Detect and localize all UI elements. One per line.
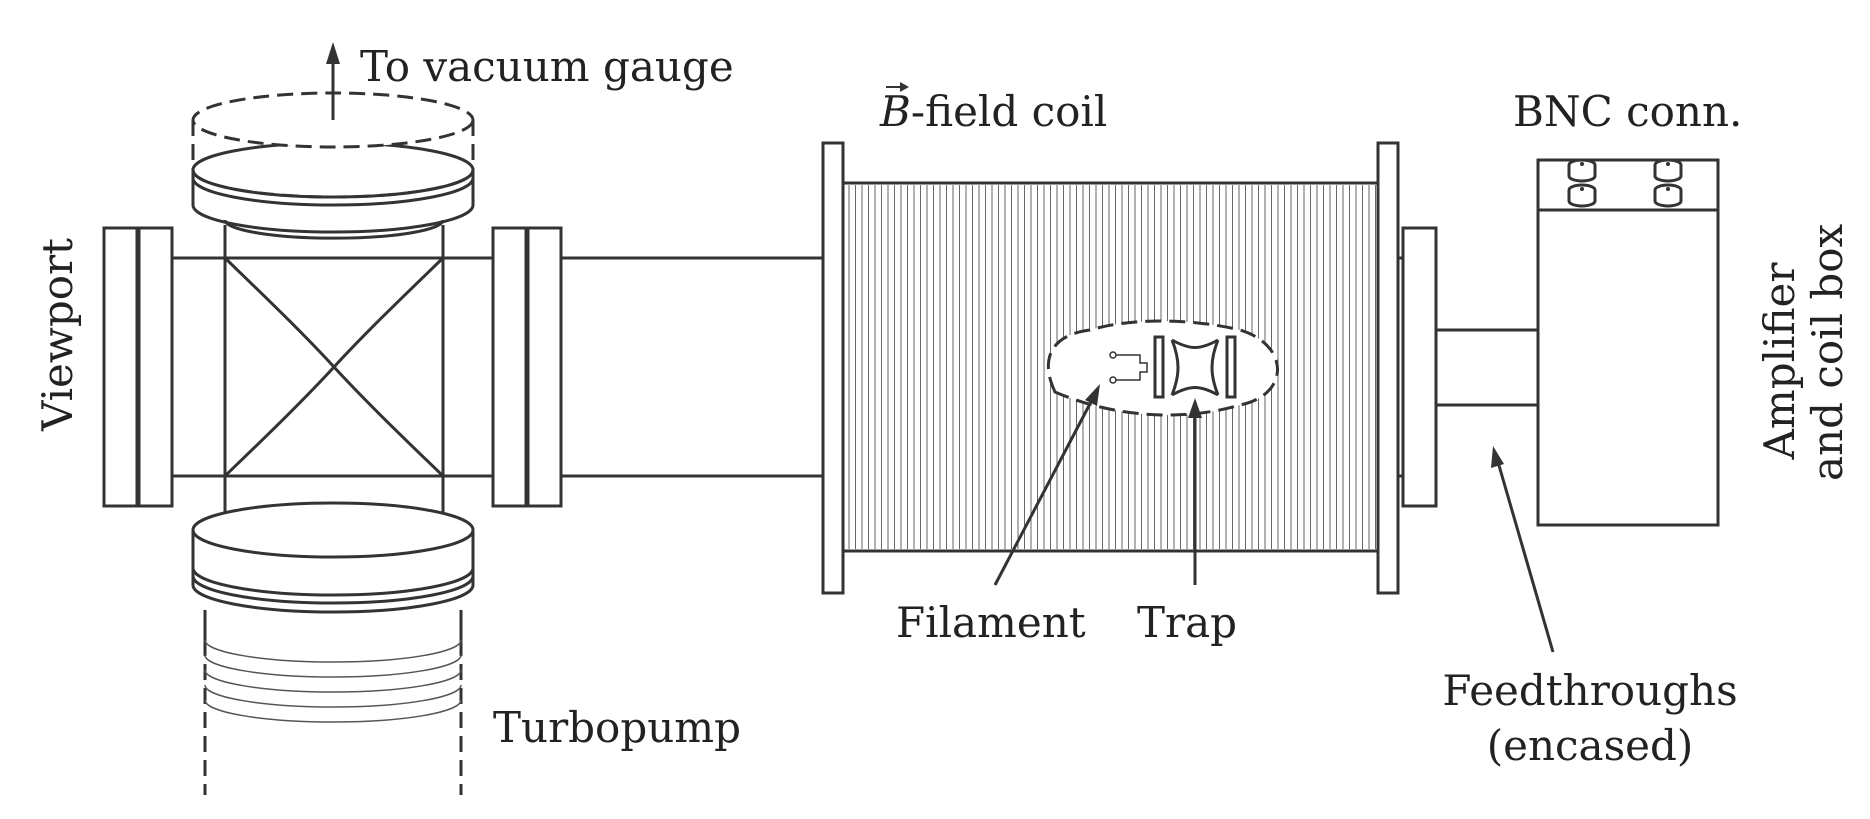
amplifier-box xyxy=(1536,158,1720,527)
filament-wire xyxy=(1109,351,1148,384)
viewport-label: Viewport xyxy=(33,238,82,431)
bnc-connector xyxy=(1653,183,1683,208)
bnc-connector xyxy=(1567,183,1597,208)
trap-cutaway xyxy=(1046,319,1279,417)
bnc-connector xyxy=(1567,158,1597,183)
turbopump-label: Turbopump xyxy=(493,703,741,752)
filament-label: Filament xyxy=(896,598,1086,647)
viewport-flanges xyxy=(102,226,174,508)
amplifier-sublabel: and coil box xyxy=(1803,223,1852,481)
vacuum-gauge-arrow xyxy=(326,42,340,120)
bnc-label: BNC conn. xyxy=(1513,87,1743,136)
vacuum-gauge-label: To vacuum gauge xyxy=(360,42,734,91)
bnc-connector xyxy=(1653,158,1683,183)
feedthrough-tube xyxy=(1436,328,1538,407)
filament-arrow xyxy=(993,384,1100,586)
bottom-flange xyxy=(191,501,475,614)
bfield-text: -field coil xyxy=(910,87,1108,136)
six-way-cross xyxy=(170,225,500,520)
amplifier-label: Amplifier xyxy=(1755,262,1804,460)
bfield-symbol: B xyxy=(880,87,911,136)
bfield-vector-arrow xyxy=(886,82,909,92)
penning-trap xyxy=(1153,335,1237,399)
feedthroughs-sublabel: (encased) xyxy=(1486,721,1694,770)
feedthroughs-label: Feedthroughs xyxy=(1442,666,1738,715)
bfield-coil-label: B-field coil xyxy=(880,91,1107,133)
right-cross-flanges xyxy=(491,226,563,508)
trap-arrow xyxy=(1188,398,1202,585)
feedthrough-arrow xyxy=(1491,446,1555,653)
turbopump-body xyxy=(203,610,463,795)
trap-label: Trap xyxy=(1137,598,1238,647)
connecting-tube xyxy=(561,256,823,478)
feedthrough-flange xyxy=(1398,226,1438,508)
